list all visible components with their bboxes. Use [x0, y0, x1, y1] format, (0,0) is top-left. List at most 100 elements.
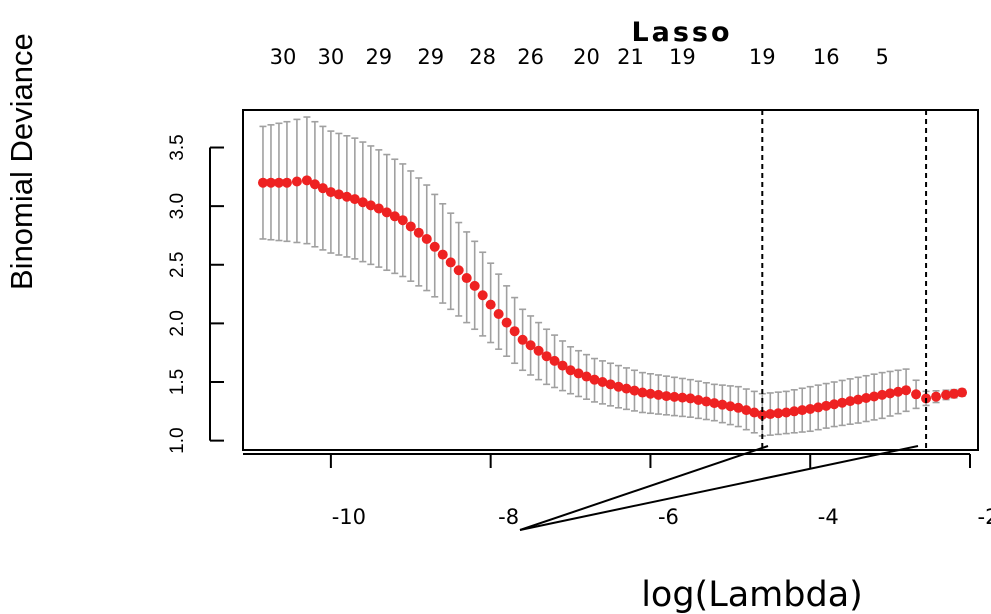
data-point: [549, 355, 560, 366]
data-point: [949, 388, 960, 399]
chart-title: Lasso: [631, 17, 732, 48]
data-point: [877, 389, 888, 400]
data-point: [765, 409, 776, 420]
data-point: [669, 391, 680, 402]
data-point: [741, 405, 752, 416]
data-point: [341, 191, 352, 202]
data-point: [805, 403, 816, 414]
data-point: [709, 398, 720, 409]
data-point: [573, 368, 584, 379]
data-point: [469, 280, 480, 291]
y-axis: 1.0 1.5 2.0 2.5 3.0 3.5: [167, 134, 224, 454]
data-point: [501, 317, 512, 328]
data-point: [613, 381, 624, 392]
data-point: [533, 345, 544, 356]
data-point: [869, 391, 880, 402]
data-point: [901, 385, 912, 396]
data-point: [281, 177, 292, 188]
data-point: [461, 273, 472, 284]
top-axis-label: 30: [270, 45, 297, 69]
data-point: [541, 351, 552, 362]
x-tick-label: -10: [332, 505, 366, 529]
data-point: [421, 233, 432, 244]
data-point: [349, 194, 360, 205]
data-point: [653, 389, 664, 400]
data-point: [911, 389, 922, 400]
data-point: [389, 211, 400, 222]
y-tick-label: 2.5: [167, 252, 188, 278]
x-tick-label: -2: [978, 505, 991, 529]
x-tick-label: -8: [498, 505, 519, 529]
x-tick-label: -6: [658, 505, 679, 529]
data-point: [477, 290, 488, 301]
data-point: [837, 397, 848, 408]
data-point: [821, 400, 832, 411]
data-point: [437, 249, 448, 260]
data-point: [557, 360, 568, 371]
data-point: [957, 387, 968, 398]
x-axis: -10 -8 -6 -4 -2: [243, 453, 991, 529]
plot-frame: [242, 109, 979, 451]
data-point: [941, 389, 952, 400]
data-point: [509, 326, 520, 337]
data-point: [405, 221, 416, 232]
data-point: [581, 371, 592, 382]
data-point: [845, 396, 856, 407]
data-point: [589, 374, 600, 385]
top-axis-label: 19: [669, 45, 696, 69]
callout-line: [519, 445, 919, 531]
data-point: [493, 309, 504, 319]
data-point: [661, 391, 672, 402]
y-tick-label: 3.5: [167, 134, 188, 160]
data-point: [677, 392, 688, 403]
reference-lines: [761, 110, 928, 450]
top-axis-label: 29: [417, 45, 444, 69]
data-point: [517, 334, 528, 345]
top-axis-label: 5: [875, 45, 888, 69]
data-point: [597, 377, 608, 387]
data-point: [629, 385, 640, 396]
data-point: [693, 394, 704, 405]
y-tick-label: 2.0: [167, 310, 188, 336]
y-tick-label: 1.5: [167, 369, 188, 395]
data-point: [291, 176, 302, 187]
data-point: [789, 406, 800, 417]
data-point: [733, 402, 744, 413]
top-axis-label: 29: [365, 45, 392, 69]
data-point: [309, 179, 320, 190]
data-point: [413, 227, 424, 238]
data-point: [273, 177, 284, 188]
data-point: [861, 393, 872, 404]
x-tick-label: -4: [818, 505, 839, 529]
data-point: [333, 189, 344, 200]
top-axis-label: 28: [469, 45, 496, 69]
data-point: [749, 407, 760, 418]
data-point: [813, 402, 824, 413]
data-point: [429, 241, 440, 252]
data-point: [781, 407, 792, 418]
data-point: [773, 408, 784, 419]
mean-deviance-points: [257, 175, 968, 420]
data-point: [373, 203, 384, 214]
x-axis-label: log(Lambda): [641, 575, 863, 614]
data-point: [365, 200, 376, 211]
data-point: [381, 207, 392, 218]
data-point: [397, 215, 408, 226]
data-point: [317, 183, 328, 194]
data-point: [637, 387, 648, 398]
data-point: [717, 399, 728, 410]
top-axis-label: 21: [617, 45, 644, 69]
data-point: [797, 405, 808, 416]
data-point: [725, 401, 736, 412]
data-point: [301, 175, 312, 186]
data-point: [757, 409, 768, 420]
data-point: [485, 299, 496, 310]
top-axis-nonzero-counts: 30 30 29 29 28 26 20 21 19 19 16 5: [270, 45, 889, 69]
data-point: [525, 340, 536, 351]
data-point: [893, 386, 904, 397]
top-axis-label: 20: [573, 45, 600, 69]
data-point: [931, 391, 942, 402]
callout-line: [519, 445, 769, 531]
